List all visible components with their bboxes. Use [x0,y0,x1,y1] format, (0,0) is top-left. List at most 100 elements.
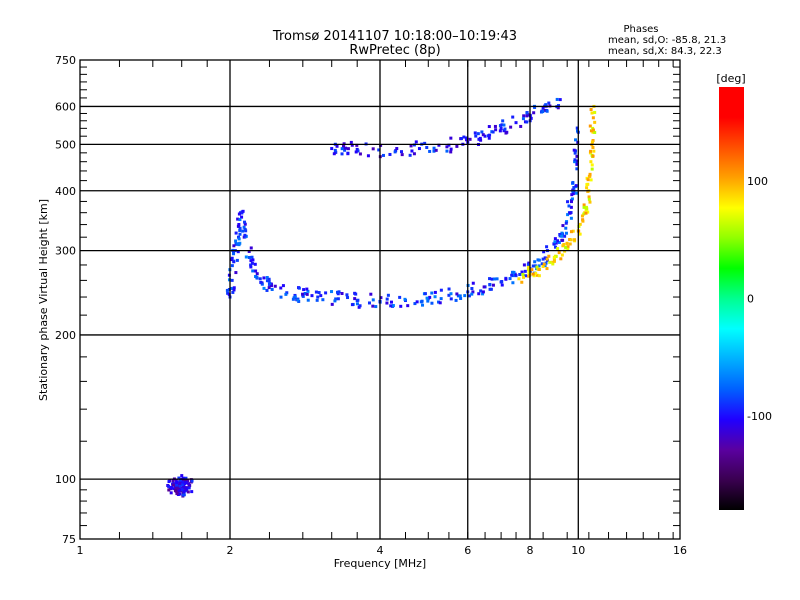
data-point [488,283,492,287]
data-point [415,300,419,304]
data-point [178,478,182,482]
data-point [534,271,538,275]
data-point [333,299,337,303]
data-point [183,481,187,485]
data-point [251,258,255,262]
data-point [167,484,171,488]
data-point [495,277,499,281]
data-point [449,136,453,140]
data-point [182,493,186,497]
data-point [564,231,568,235]
data-point [178,481,182,485]
data-point [439,297,443,301]
data-point [523,269,527,273]
x-axis-label: Frequency [MHz] [334,557,426,570]
data-point [509,125,513,129]
data-point [235,258,239,262]
data-point [500,283,504,287]
data-point [181,476,185,480]
data-point [181,480,185,484]
data-point [417,147,421,151]
data-point [172,487,176,491]
data-point [344,146,348,150]
data-point [423,141,427,145]
data-point [552,242,556,246]
data-point [557,104,561,108]
data-point [537,267,541,271]
data-point [385,297,389,301]
data-point [243,233,247,237]
axes-layer: 1 2 4 6 8 10 16 75 100 200 300 400 500 600 750 [55,54,687,557]
data-point [433,295,437,299]
data-point [573,238,577,242]
data-point [502,123,506,127]
data-point [265,276,269,280]
data-point [541,110,545,114]
data-point [547,101,551,105]
data-point [423,292,427,296]
data-point [175,480,179,484]
data-point [317,291,321,295]
data-point [552,259,556,263]
data-point [230,278,234,282]
data-point [190,490,194,494]
data-point [250,261,254,265]
data-point [354,150,358,154]
data-point [517,277,521,281]
data-point [572,186,576,190]
data-point [265,288,269,292]
data-point [547,254,551,258]
data-point [356,149,360,153]
data-point [529,116,533,120]
data-point [537,274,541,278]
data-point [253,262,257,266]
data-point [479,138,483,142]
data-point [471,281,475,285]
data-point [566,247,570,251]
data-point [250,255,254,259]
data-point [167,488,171,492]
data-point [514,121,518,125]
data-point [377,148,381,152]
data-point [532,111,536,115]
data-point [249,259,253,263]
data-point [428,149,432,153]
data-point [340,152,344,156]
data-point [589,149,593,153]
data-point [537,264,541,268]
x-tick-label: 16 [673,544,687,557]
data-point [521,117,525,121]
data-point [447,293,451,297]
data-point [482,285,486,289]
data-point [589,178,593,182]
data-point [292,296,296,300]
data-point [180,482,184,486]
data-point [314,290,318,294]
data-point [236,224,240,228]
data-point [510,273,514,277]
data-point [414,140,418,144]
data-point [232,286,236,290]
data-point [551,262,555,266]
data-point [171,479,175,483]
data-point [358,152,362,156]
data-point [175,486,179,490]
data-point [459,296,463,300]
data-point [374,305,378,309]
data-point [591,126,595,130]
y-tick-label: 500 [55,138,76,151]
data-point [532,274,536,278]
data-point [556,239,560,243]
data-point [356,298,360,302]
data-point [491,283,495,287]
data-point [296,298,300,302]
data-point [590,163,594,167]
data-point [180,487,184,491]
data-point [588,172,592,176]
data-point [175,492,179,496]
data-point [591,139,595,143]
data-point [565,241,569,245]
chart-subtitle: RwPretec (8p) [349,43,440,58]
data-point [464,137,468,141]
data-point [455,292,459,296]
